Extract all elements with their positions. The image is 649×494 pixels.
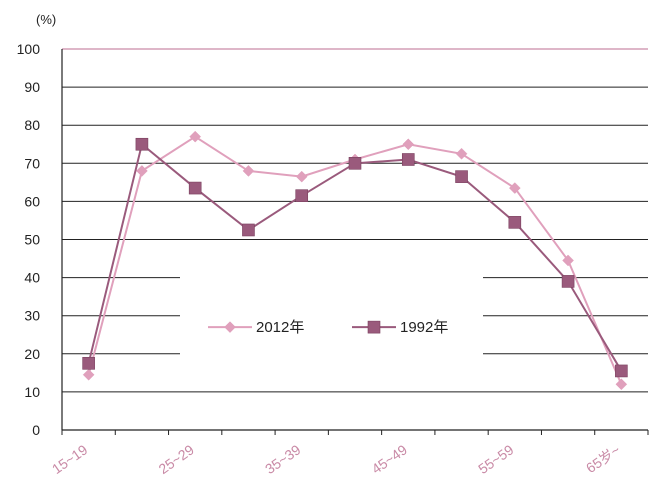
- data-point-0-0: [82, 368, 95, 381]
- data-point-1-9: [561, 275, 575, 288]
- series-line-0: [87, 135, 623, 385]
- y-tick-label-40: 40: [24, 270, 40, 286]
- y-tick-label-0: 0: [32, 422, 40, 438]
- x-tick-label-6: 45~49: [369, 441, 411, 477]
- y-tick-label-10: 10: [24, 384, 40, 400]
- series-line-1: [87, 142, 623, 372]
- series-1: [82, 137, 628, 378]
- legend-item-1: 1992年: [352, 319, 448, 336]
- data-point-0-1: [136, 165, 148, 177]
- x-tick-label-10: 65岁~: [583, 441, 623, 476]
- legend: 2012年 1992年: [208, 319, 448, 336]
- y-tick-label-20: 20: [24, 346, 40, 362]
- legend-label-0: 2012年: [256, 319, 304, 336]
- data-point-0-3: [242, 165, 255, 177]
- data-point-1-8: [508, 216, 522, 229]
- x-tick-label-4: 35~39: [262, 441, 304, 477]
- data-point-0-9: [562, 254, 574, 267]
- data-point-1-6: [401, 153, 415, 166]
- data-point-0-2: [189, 130, 202, 143]
- data-point-1-1: [135, 137, 149, 151]
- axes: 0 10 20 30 40 50 60 70 80 90 100 15~19 25~29 35~39 45~…: [17, 41, 649, 477]
- gridlines: [62, 48, 648, 393]
- data-point-1-4: [295, 189, 309, 202]
- data-series: [82, 130, 628, 391]
- x-tick-label-8: 55~59: [475, 441, 517, 477]
- data-point-0-8: [508, 182, 521, 194]
- y-tick-label-70: 70: [24, 155, 40, 171]
- x-tick-label-0: 15~19: [49, 441, 91, 477]
- y-tick-label-90: 90: [24, 79, 40, 95]
- legend-item-0: 2012年: [208, 319, 304, 336]
- legend-marker-0: [224, 321, 236, 333]
- data-point-1-2: [188, 181, 202, 195]
- y-tick-label-100: 100: [17, 41, 41, 57]
- x-tick-label-2: 25~29: [156, 441, 198, 477]
- data-point-1-3: [242, 223, 255, 237]
- legend-marker-1: [367, 320, 381, 334]
- y-tick-label-30: 30: [24, 308, 40, 324]
- data-point-1-10: [615, 364, 628, 378]
- y-tick-label-50: 50: [24, 232, 40, 248]
- data-point-1-5: [348, 157, 362, 170]
- series-0: [82, 130, 628, 391]
- data-point-0-10: [615, 378, 628, 391]
- data-point-1-0: [82, 357, 95, 370]
- y-tick-label-80: 80: [24, 117, 40, 133]
- legend-label-1: 1992年: [400, 319, 448, 336]
- data-point-0-7: [455, 147, 468, 160]
- y-tick-label-60: 60: [24, 193, 40, 209]
- data-point-0-4: [295, 170, 308, 183]
- y-axis-unit-label: (%): [36, 12, 56, 27]
- data-point-0-6: [402, 138, 415, 151]
- data-point-1-7: [455, 170, 468, 183]
